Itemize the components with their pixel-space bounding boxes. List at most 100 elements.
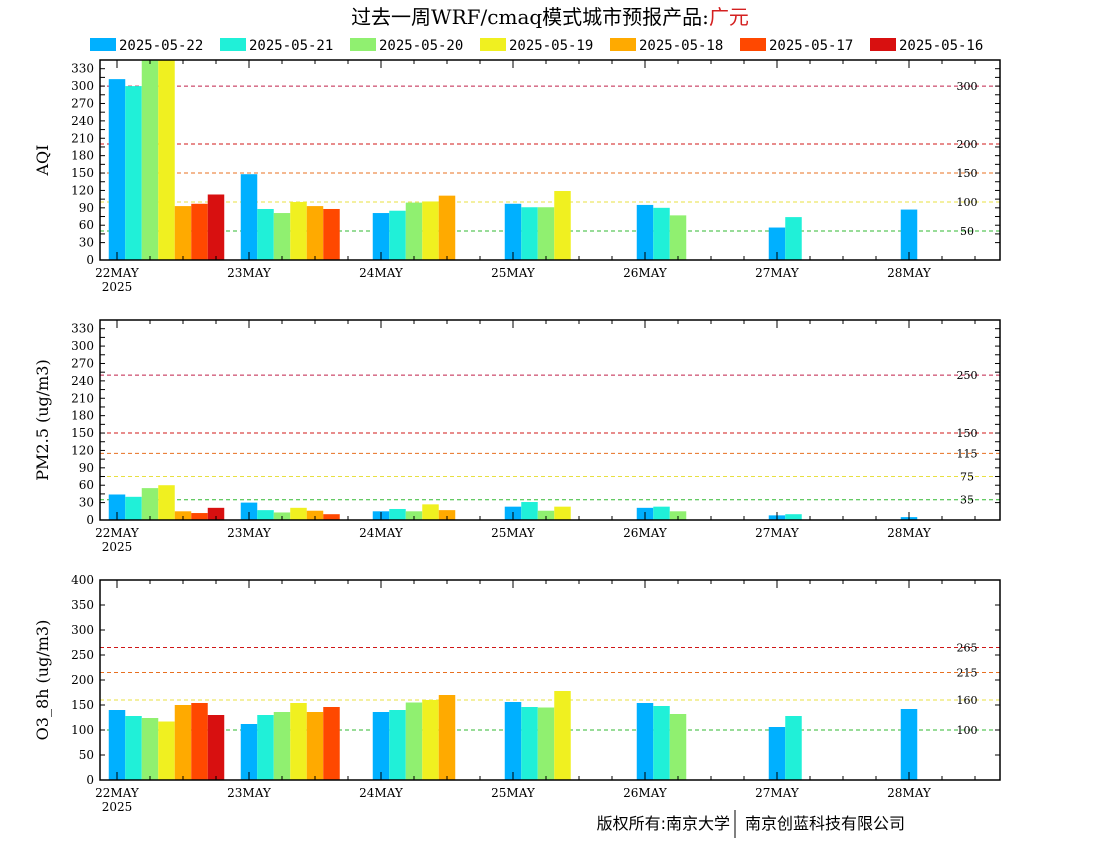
bar	[323, 514, 340, 520]
bar	[768, 227, 786, 260]
bar	[653, 706, 670, 780]
bar	[669, 511, 687, 520]
chart-title-city: 广元	[709, 5, 749, 29]
bar	[785, 217, 802, 260]
bar	[323, 707, 340, 780]
y-tick-label: 150	[71, 166, 94, 180]
bar	[422, 201, 439, 260]
y-tick-label: 0	[86, 773, 94, 787]
y-tick-label: 350	[71, 598, 94, 612]
legend-label: 2025-05-16	[899, 38, 983, 54]
bar	[191, 513, 208, 520]
x-tick-label: 28MAY	[887, 526, 932, 540]
x-tick-label: 28MAY	[887, 266, 932, 280]
bar	[554, 691, 571, 780]
y-tick-label: 90	[79, 461, 94, 475]
y-axis-label: AQI	[33, 145, 52, 177]
y-tick-label: 270	[71, 356, 94, 370]
y-tick-label: 400	[71, 573, 94, 587]
reference-line-label: 75	[960, 471, 974, 484]
y-axis-label: PM2.5 (ug/m3)	[33, 359, 52, 480]
bar	[768, 727, 786, 780]
bar	[306, 712, 324, 780]
reference-line-label: 250	[957, 369, 978, 382]
x-tick-label: 26MAY	[623, 526, 668, 540]
bar	[240, 502, 258, 520]
y-tick-label: 120	[71, 183, 94, 197]
x-tick-label: 26MAY	[623, 266, 668, 280]
x-tick-label: 24MAY	[359, 786, 404, 800]
y-tick-label: 30	[79, 236, 94, 250]
bar	[372, 213, 390, 260]
x-tick-label: 23MAY	[227, 526, 272, 540]
bar	[290, 202, 307, 260]
bar	[537, 707, 555, 780]
y-axis-label: O3_8h (ug/m3)	[33, 620, 52, 741]
plot-frame	[99, 319, 1001, 521]
x-tick-label: 25MAY	[491, 266, 536, 280]
bar	[257, 715, 274, 780]
bar	[900, 709, 918, 780]
legend-swatch	[740, 38, 766, 51]
bar	[372, 712, 390, 780]
bar	[240, 174, 258, 260]
panel-aqi: 300 200 150 100 50 0 30 60 90 120 150 180 210 240 270 3…	[33, 59, 1001, 294]
bar	[653, 207, 670, 260]
y-tick-label: 150	[71, 698, 94, 712]
y-tick-label: 300	[71, 623, 94, 637]
bar	[636, 703, 654, 780]
legend-swatch	[220, 38, 246, 51]
bar	[521, 502, 538, 520]
bar	[636, 204, 654, 260]
bar	[290, 507, 307, 520]
legend-label: 2025-05-18	[639, 38, 723, 54]
x-tick-label: 25MAY	[491, 526, 536, 540]
y-tick-label: 270	[71, 96, 94, 110]
x-year-label: 2025	[102, 540, 133, 554]
bar	[554, 506, 571, 520]
y-tick-label: 90	[79, 201, 94, 215]
bar	[174, 206, 192, 260]
bar	[389, 710, 406, 780]
x-tick-label: 22MAY	[95, 786, 140, 800]
y-tick-label: 150	[71, 426, 94, 440]
x-tick-label: 24MAY	[359, 526, 404, 540]
bar	[158, 485, 175, 520]
y-tick-label: 330	[71, 322, 94, 336]
bar	[273, 213, 291, 260]
y-tick-label: 30	[79, 496, 94, 510]
panel-o3-8h: 265 215 160 100 0 50 100 150 200 250 300 350 400 22MA…	[33, 573, 1001, 814]
x-tick-label: 24MAY	[359, 266, 404, 280]
bar	[438, 510, 456, 520]
legend-label: 2025-05-22	[119, 38, 203, 54]
bar	[537, 207, 555, 260]
x-tick-label: 25MAY	[491, 786, 536, 800]
bar	[405, 202, 423, 260]
reference-line-label: 150	[957, 427, 978, 440]
legend-swatch	[480, 38, 506, 51]
footer-company: 南京创蓝科技有限公司	[745, 814, 905, 833]
bar	[669, 215, 687, 260]
x-tick-label: 27MAY	[755, 786, 800, 800]
bar	[141, 488, 159, 520]
legend-label: 2025-05-21	[249, 38, 333, 54]
bar	[273, 712, 291, 780]
bar	[785, 716, 802, 780]
bar	[108, 710, 126, 780]
y-tick-label: 300	[71, 79, 94, 93]
reference-line-label: 160	[957, 694, 978, 707]
bar	[108, 494, 126, 520]
bar	[422, 504, 439, 520]
bar	[257, 510, 274, 520]
bar	[554, 191, 571, 260]
bar	[158, 721, 175, 780]
bar	[504, 702, 522, 780]
plot-frame	[99, 59, 1001, 261]
y-tick-label: 240	[71, 374, 94, 388]
bar	[191, 203, 208, 260]
bar	[405, 511, 423, 520]
legend-label: 2025-05-20	[379, 38, 463, 54]
bar	[438, 195, 456, 260]
reference-line-label: 265	[957, 642, 978, 655]
